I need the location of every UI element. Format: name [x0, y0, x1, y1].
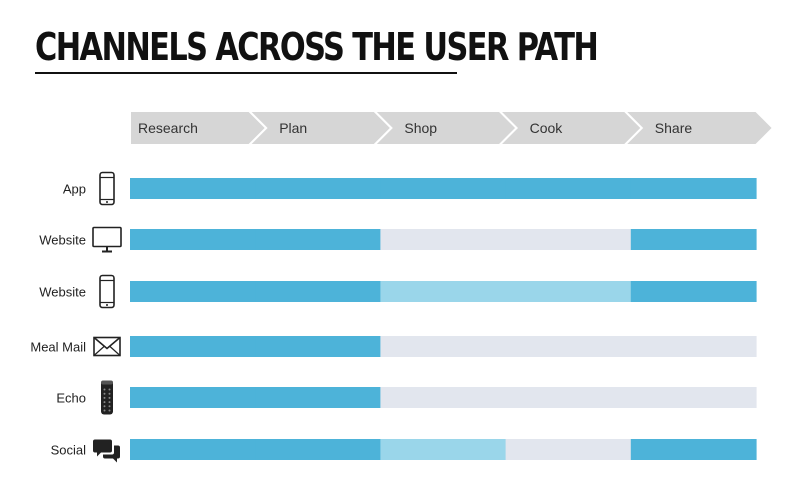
coverage-segment-plan	[255, 439, 381, 460]
stage-label-cook: Cook	[530, 120, 564, 136]
channel-row: App	[63, 171, 757, 206]
coverage-segment-plan	[255, 387, 381, 408]
desktop-icon	[92, 226, 122, 253]
coverage-segment-share	[630, 439, 757, 460]
stage-arrow-shop	[371, 110, 519, 146]
coverage-segment-cook	[505, 229, 632, 250]
chat-bubbles-icon	[93, 439, 120, 463]
envelope-icon	[93, 336, 121, 357]
coverage-segment-cook	[505, 178, 632, 199]
stage-arrow-cook	[497, 110, 644, 146]
coverage-segment-share	[630, 336, 757, 357]
title-underline	[35, 72, 457, 74]
coverage-segment-cook	[505, 336, 632, 357]
coverage-segment-research	[130, 336, 256, 357]
coverage-segment-research	[130, 387, 256, 408]
channel-label: Website	[39, 233, 86, 248]
stage-arrow-band: Research Plan Shop Cook Share	[129, 110, 775, 146]
channel-label: Social	[51, 443, 87, 458]
coverage-segment-share	[630, 387, 757, 408]
coverage-segment-shop	[380, 336, 507, 357]
coverage-segment-cook	[505, 387, 632, 408]
phone-icon	[99, 171, 115, 206]
channel-label: Meal Mail	[30, 340, 86, 355]
echo-device-icon	[101, 380, 113, 415]
coverage-segment-plan	[255, 229, 381, 250]
coverage-segment-cook	[505, 281, 632, 302]
coverage-segment-shop	[380, 439, 507, 460]
coverage-segment-share	[630, 178, 757, 199]
coverage-segment-shop	[380, 281, 507, 302]
coverage-segment-research	[130, 178, 256, 199]
coverage-segment-research	[130, 281, 256, 302]
channel-row: Echo	[56, 380, 757, 415]
coverage-segment-plan	[255, 178, 381, 199]
coverage-segment-plan	[255, 336, 381, 357]
coverage-segment-shop	[380, 178, 507, 199]
stage-arrow-share	[622, 110, 775, 146]
coverage-segment-research	[130, 439, 256, 460]
coverage-segment-share	[630, 229, 757, 250]
phone-icon	[99, 274, 115, 309]
page-title: CHANNELS ACROSS THE USER PATH	[35, 25, 599, 69]
channel-row: Website	[39, 226, 757, 253]
stage-label-plan: Plan	[279, 120, 307, 136]
channel-row: Website	[39, 274, 757, 309]
stage-label-shop: Shop	[404, 120, 437, 136]
channel-row: Meal Mail	[30, 336, 757, 357]
coverage-segment-research	[130, 229, 256, 250]
coverage-segment-shop	[380, 229, 507, 250]
channel-label: App	[63, 182, 86, 197]
channel-row: Social	[51, 439, 757, 463]
stage-label-research: Research	[138, 120, 198, 136]
stage-label-share: Share	[655, 120, 693, 136]
channel-rows: App Website Website Meal Mail Echo Social	[30, 171, 757, 463]
coverage-segment-plan	[255, 281, 381, 302]
coverage-segment-shop	[380, 387, 507, 408]
stage-arrow-plan	[246, 110, 393, 146]
channel-label: Echo	[56, 391, 86, 406]
channel-label: Website	[39, 285, 86, 300]
coverage-segment-cook	[505, 439, 632, 460]
coverage-segment-share	[630, 281, 757, 302]
